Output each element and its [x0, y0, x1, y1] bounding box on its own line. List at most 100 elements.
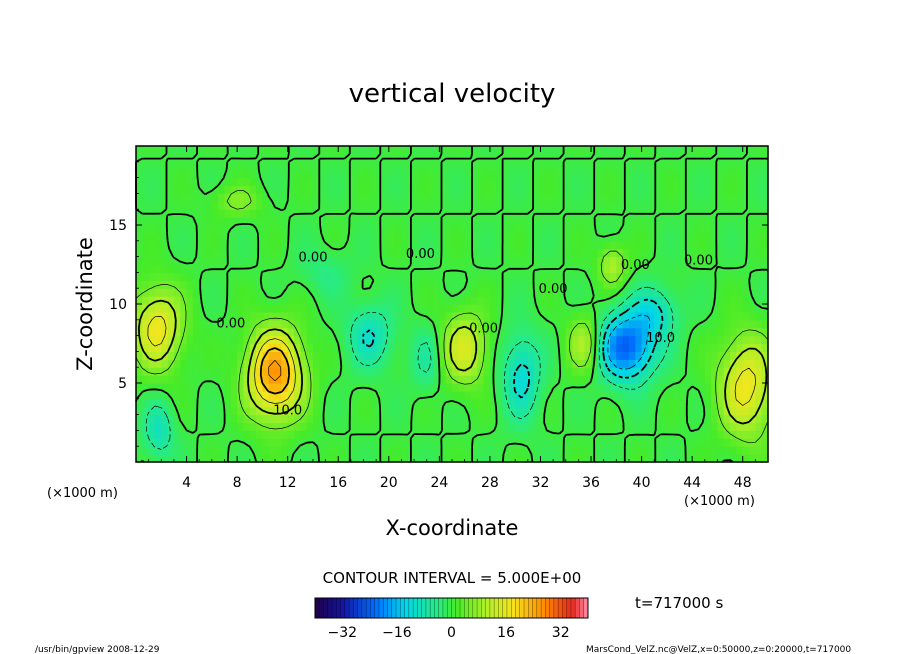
heatmap-cell — [761, 169, 769, 179]
heatmap-cell — [749, 240, 756, 250]
heatmap-cell — [142, 217, 150, 226]
heatmap-cell — [534, 438, 542, 447]
heatmap-cell — [294, 319, 301, 329]
heatmap-cell — [641, 454, 649, 463]
heatmap-cell — [186, 169, 194, 179]
heatmap-cell — [597, 217, 605, 226]
heatmap-cell — [331, 359, 339, 368]
heatmap-cell — [161, 375, 169, 384]
heatmap-cell — [572, 280, 579, 289]
heatmap-cell — [761, 185, 769, 194]
heatmap-cell — [515, 398, 523, 408]
heatmap-cell — [249, 185, 257, 194]
heatmap-cell — [294, 240, 301, 250]
heatmap-cell — [268, 430, 276, 439]
heatmap-cell — [578, 414, 586, 424]
heatmap-cell — [666, 359, 674, 368]
heatmap-cell — [622, 209, 630, 218]
heatmap-cell — [249, 256, 257, 266]
heatmap-cell — [540, 240, 548, 250]
heatmap-cell — [281, 185, 289, 194]
heatmap-cell — [666, 248, 674, 258]
heatmap-cell — [338, 240, 346, 250]
heatmap-cell — [521, 232, 529, 242]
heatmap-cell — [407, 319, 415, 329]
heatmap-cell — [148, 446, 156, 455]
heatmap-cell — [256, 240, 263, 250]
heatmap-cell — [641, 240, 649, 250]
heatmap-cell — [382, 256, 390, 266]
heatmap-cell — [489, 193, 497, 202]
heatmap-cell — [761, 422, 769, 431]
heatmap-cell — [154, 256, 162, 266]
heatmap-cell — [717, 272, 725, 281]
heatmap-cell — [237, 446, 245, 455]
heatmap-cell — [584, 446, 592, 455]
heatmap-cell — [249, 232, 257, 242]
heatmap-cell — [237, 217, 245, 226]
heatmap-cell — [578, 296, 586, 305]
heatmap-cell — [610, 390, 617, 400]
heatmap-cell — [243, 169, 251, 179]
heatmap-cell — [275, 304, 282, 313]
heatmap-cell — [540, 359, 548, 368]
heatmap-cell — [489, 185, 497, 194]
heatmap-cell — [407, 304, 415, 313]
heatmap-cell — [401, 248, 409, 258]
heatmap-cell — [622, 304, 630, 313]
heatmap-cell — [452, 414, 459, 424]
heatmap-cell — [534, 351, 542, 360]
heatmap-cell — [584, 414, 592, 424]
heatmap-cell — [376, 288, 384, 297]
heatmap-cell — [363, 177, 371, 187]
heatmap-cell — [211, 438, 219, 447]
heatmap-cell — [237, 146, 245, 155]
heatmap-cell — [205, 359, 213, 368]
heatmap-cell — [382, 169, 390, 179]
heatmap-cell — [426, 280, 434, 289]
heatmap-cell — [331, 169, 339, 179]
heatmap-cell — [534, 422, 542, 431]
heatmap-cell — [464, 185, 472, 194]
heatmap-cell — [679, 193, 687, 202]
heatmap-cell — [628, 438, 636, 447]
heatmap-cell — [622, 359, 630, 368]
heatmap-cell — [294, 169, 301, 179]
heatmap-cell — [730, 177, 737, 187]
heatmap-cell — [477, 351, 485, 360]
heatmap-cell — [546, 446, 554, 455]
heatmap-cell — [572, 146, 579, 155]
heatmap-cell — [597, 304, 605, 313]
heatmap-cell — [616, 327, 624, 337]
heatmap-cell — [237, 406, 245, 416]
heatmap-cell — [673, 193, 681, 202]
heatmap-cell — [477, 438, 485, 447]
heatmap-cell — [376, 343, 384, 352]
colorbar-tick-label: −16 — [382, 625, 412, 641]
heatmap-cell — [199, 169, 207, 179]
heatmap-cell — [192, 217, 200, 226]
heatmap-cell — [167, 177, 175, 187]
heatmap-cell — [508, 146, 516, 155]
heatmap-cell — [755, 185, 763, 194]
heatmap-cell — [635, 225, 643, 234]
heatmap-cell — [628, 217, 636, 226]
heatmap-cell — [685, 446, 693, 455]
heatmap-cell — [186, 311, 194, 321]
heatmap-cell — [230, 311, 238, 321]
heatmap-cell — [584, 359, 592, 368]
heatmap-cell — [312, 209, 320, 218]
heatmap-cell — [635, 272, 643, 281]
heatmap-cell — [376, 383, 384, 392]
heatmap-cell — [477, 264, 485, 273]
heatmap-cell — [458, 359, 466, 368]
heatmap-cell — [736, 406, 744, 416]
heatmap-cell — [262, 367, 270, 376]
heatmap-cell — [218, 446, 226, 455]
heatmap-cell — [243, 296, 251, 305]
heatmap-cell — [736, 335, 744, 345]
heatmap-cell — [395, 256, 403, 266]
heatmap-cell — [344, 454, 352, 463]
heatmap-cell — [439, 343, 447, 352]
heatmap-cell — [452, 256, 459, 266]
